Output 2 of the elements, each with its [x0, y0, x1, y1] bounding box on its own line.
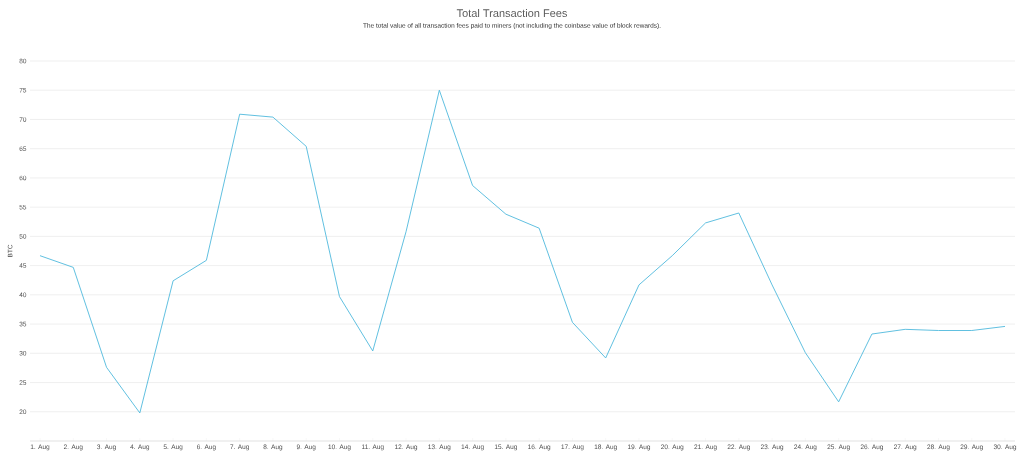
chart-title: Total Transaction Fees [456, 8, 568, 18]
line-series [39, 89, 1006, 414]
